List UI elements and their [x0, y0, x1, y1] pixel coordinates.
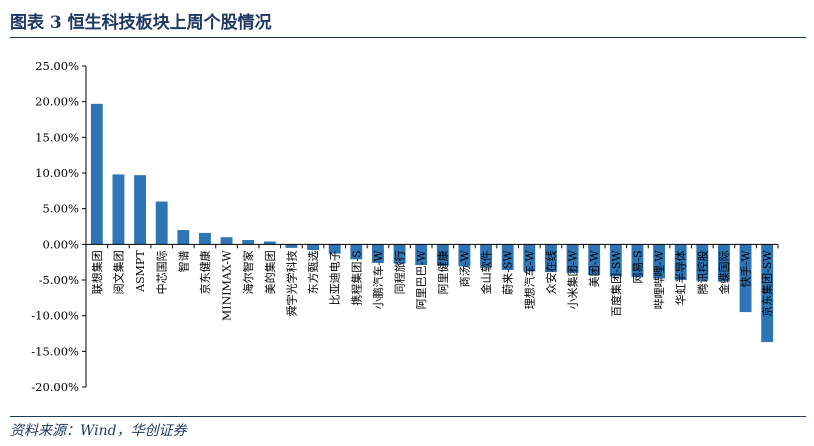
y-tick-label: -15.00%: [31, 344, 79, 358]
category-label: 阿里巴巴-W: [415, 250, 428, 310]
bar: [739, 244, 752, 313]
category-label: ASMPT: [134, 250, 147, 293]
y-tick-label: 10.00%: [35, 166, 79, 180]
category-label: 百度集团-SW: [609, 250, 623, 317]
category-label: 中芯国际: [155, 250, 169, 294]
category-label: 众安在线: [544, 250, 558, 294]
category-labels: 联想集团 阅文集团 ASMPT 中芯国际 智谱 京东健康 MINIMAX-W 海尔智家 美的集团…: [90, 250, 774, 321]
bar: [350, 244, 363, 260]
bar: [198, 232, 211, 245]
bar: [458, 244, 471, 267]
category-label: 小米集团-W: [566, 250, 580, 310]
bar: [501, 244, 514, 271]
bar: [761, 244, 774, 343]
bar: [588, 244, 601, 275]
category-label: 美团-W: [588, 250, 601, 288]
y-tick-label: 25.00%: [35, 59, 79, 73]
y-tick-label: 5.00%: [42, 202, 79, 216]
category-label: 华虹半导体: [674, 250, 688, 305]
bar-series: [90, 103, 774, 343]
category-label: 美的集团: [263, 250, 277, 294]
figure-header: 图表 3 恒生科技板块上周个股情况: [10, 6, 806, 34]
bar: [609, 244, 622, 277]
y-tick-label: -5.00%: [39, 273, 79, 287]
bar: [415, 244, 428, 266]
category-label: 阅文集团: [111, 250, 125, 294]
category-label: 网易-S: [631, 250, 644, 283]
bar: [307, 244, 320, 251]
bar: [242, 240, 255, 245]
bar: [523, 244, 536, 272]
y-tick-label: -10.00%: [31, 309, 79, 323]
category-label: MINIMAX-W: [221, 250, 234, 321]
category-label: 快手-W: [739, 250, 753, 288]
bar: [177, 230, 190, 245]
footer-rule: [10, 416, 806, 417]
bar: [134, 175, 147, 245]
category-label: 金蝶国际: [717, 250, 731, 294]
bar: [436, 244, 449, 266]
category-label: 智谱: [176, 250, 190, 272]
category-label: 腾讯控股: [695, 250, 709, 294]
bar: [371, 244, 384, 263]
bar: [263, 241, 276, 245]
bar: [393, 244, 406, 264]
category-label: 京东集团-SW: [760, 250, 774, 317]
y-axis: 25.00% 20.00% 15.00% 10.00% 5.00% 0.00% -5.00%…: [31, 59, 87, 394]
category-label: 金山软件: [479, 250, 493, 294]
category-label: 京东健康: [198, 250, 212, 294]
category-label: 海尔智家: [241, 250, 255, 294]
category-label: 哔哩哔哩-W: [653, 250, 666, 310]
category-label: 阿里健康: [436, 250, 450, 294]
figure-title: 图表 3 恒生科技板块上周个股情况: [10, 13, 272, 33]
bar: [285, 244, 298, 248]
bar: [674, 244, 687, 280]
source-note: 资料来源：Wind，华创证券: [10, 423, 187, 439]
bar: [480, 244, 493, 268]
x-axis: [85, 243, 779, 249]
category-label: 东方甄选: [306, 250, 320, 294]
category-label: 蔚来-SW: [502, 250, 515, 295]
category-label: 商汤-W: [457, 250, 471, 288]
y-tick-label: 15.00%: [35, 130, 79, 144]
bar: [220, 237, 233, 245]
category-label: 联想集团: [90, 250, 104, 294]
y-tick-label: -20.00%: [31, 380, 79, 394]
category-label: 比亚迪电子: [329, 250, 342, 305]
bar: [653, 244, 666, 279]
bar: [328, 244, 341, 254]
bar: [631, 244, 644, 278]
bar: [155, 201, 168, 245]
bar: [544, 244, 557, 273]
category-label: 舜宇光学科技: [284, 250, 298, 316]
bar: [696, 244, 709, 281]
category-label: 同程旅行: [393, 250, 407, 294]
category-label: 理想汽车-W: [522, 250, 536, 310]
bar: [566, 244, 579, 273]
category-label: 携程集团-S: [349, 250, 363, 305]
y-tick-label: 20.00%: [35, 95, 79, 109]
bar: [90, 103, 103, 245]
bar: [112, 174, 125, 245]
category-label: 小鹏汽车-W: [371, 250, 385, 310]
bar: [717, 244, 730, 282]
y-tick-label: 0.00%: [42, 237, 79, 251]
header-rule: [10, 37, 806, 38]
